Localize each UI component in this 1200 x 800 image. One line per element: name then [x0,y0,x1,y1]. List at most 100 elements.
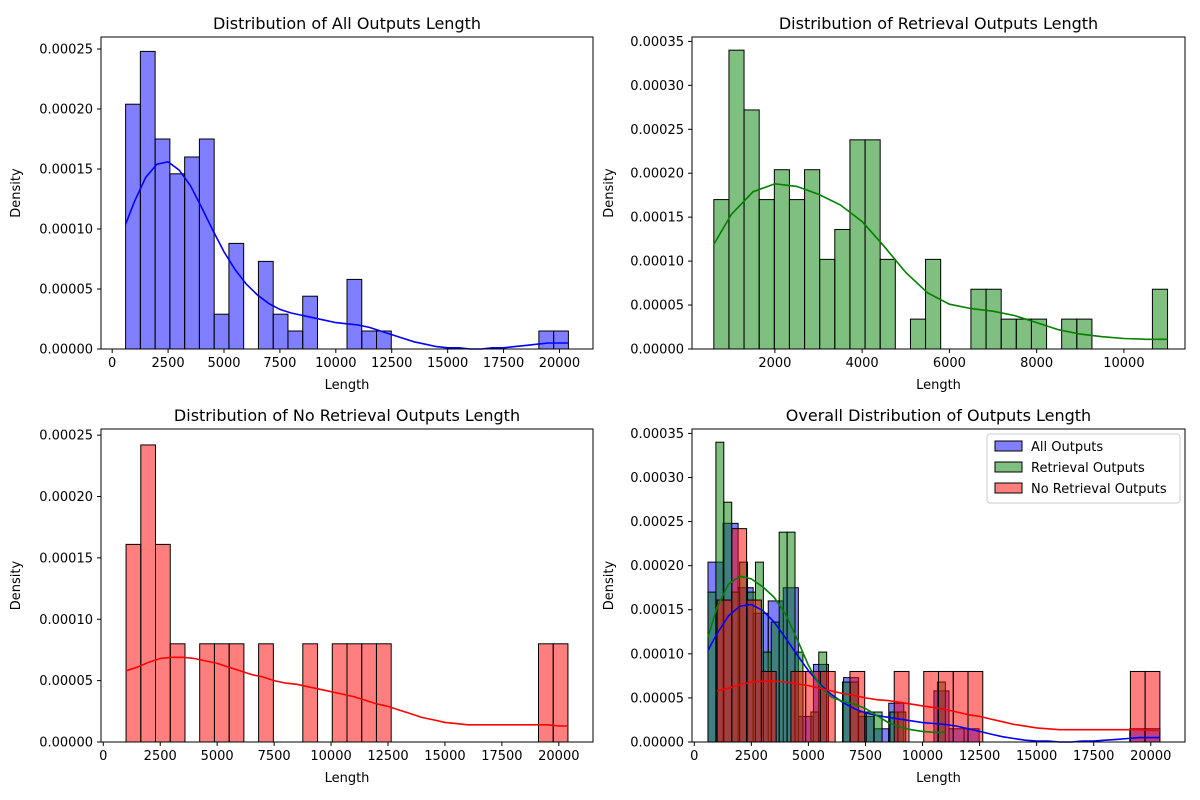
histogram-bar [125,103,141,350]
chart-panel-3: 0 2500 5000 7500 10000 12500 15000 17500 20000 0.… [9,406,594,786]
y-tick-label: 0.00010 [630,647,684,662]
y-tick-label: 0.00010 [39,613,93,628]
histogram-bar [819,670,836,743]
series-bars-2-1 [713,49,1169,350]
histogram-bar [938,670,954,743]
y-axis-label: Density [9,560,24,610]
x-tick-label: 15000 [1016,749,1057,764]
x-tick-label: 15000 [427,356,468,371]
legend-swatch [994,440,1023,452]
histogram-bar [228,242,245,350]
histogram-bar [819,258,836,350]
y-tick-label: 0.00010 [630,255,684,270]
y-tick-label: 0.00000 [630,736,684,751]
x-tick-label: 12500 [371,356,412,371]
histogram-bar [909,318,927,350]
x-tick-label: 20000 [539,356,580,371]
x-tick-label: 5000 [207,356,240,371]
x-axis-label: Length [325,378,370,393]
y-tick-label: 0.00030 [630,471,684,486]
y-axis-label: Density [602,560,617,610]
histogram-bar [272,313,289,350]
x-tick-label: 17500 [483,356,524,371]
histogram-bar [1000,318,1017,350]
chart-panel-2: 2000 4000 6000 8000 10000 0.00000 0.00005 0.000… [602,14,1186,393]
y-tick-label: 0.00000 [39,736,93,751]
histogram-bar [537,643,554,743]
x-tick-label: 2500 [144,749,177,764]
legend-box [986,433,1181,504]
chart-title: Distribution of No Retrieval Outputs Len… [174,406,520,425]
histogram-bar [1129,670,1146,743]
x-tick-label: 2500 [152,356,185,371]
histogram-bar [228,643,245,743]
histogram-bar [893,670,910,743]
x-axis-label: Length [916,771,961,786]
x-tick-label: 5000 [201,749,234,764]
histogram-bar [773,169,790,350]
histogram-bar [154,138,171,350]
histogram-bar [834,228,851,350]
x-tick-label: 15000 [424,749,465,764]
legend-label: No Retrieval Outputs [1031,482,1167,497]
x-tick-label: 10000 [310,749,351,764]
x-tick-label: 10000 [1103,356,1144,371]
histogram-bar [760,670,777,743]
kde-line [707,603,1160,743]
chart-title: Overall Distribution of Outputs Length [786,406,1091,425]
x-tick-label: 0 [690,749,698,764]
x-tick-label: 20000 [538,749,579,764]
plot-frame [100,36,594,350]
y-tick-label: 0.00035 [630,427,684,442]
histogram-bar [879,258,896,350]
histogram-bar [804,169,821,350]
series-bars-1-1 [125,50,569,350]
plot-frame [691,36,1186,350]
x-tick-label: 17500 [481,749,522,764]
histogram-bar [864,139,881,350]
histogram-bar [139,50,156,350]
histogram-bar [746,599,762,743]
histogram-bar [841,681,851,743]
x-tick-label: 20000 [1130,749,1171,764]
legend-label: All Outputs [1031,440,1103,455]
y-tick-label: 0.00015 [630,211,684,226]
y-tick-label: 0.00025 [630,123,684,138]
y-axis-label: Density [602,168,617,218]
histogram-bar [361,643,377,743]
chart-title: Distribution of Retrieval Outputs Length [779,14,1098,33]
y-tick-label: 0.00005 [39,283,93,298]
histogram-bar [743,109,760,350]
histogram-bar [199,643,215,743]
histogram-bar [155,543,171,743]
x-tick-label: 5000 [792,749,825,764]
x-tick-label: 6000 [933,356,966,371]
histogram-bar [865,711,875,743]
x-tick-label: 4000 [846,356,879,371]
y-tick-label: 0.00020 [39,103,93,118]
x-tick-label: 17500 [1073,749,1114,764]
y-tick-label: 0.00005 [630,691,684,706]
histogram-bar [788,199,806,350]
chart-panel-1: 0 2500 5000 7500 10000 12500 15000 17500 20000 0.… [9,14,594,393]
chart-panel-4: 0 2500 5000 7500 10000 12500 15000 17500 20000 0.… [602,406,1186,786]
x-tick-label: 0 [99,749,107,764]
histogram-bar [790,670,807,743]
y-tick-label: 0.00035 [630,35,684,50]
histogram-bar [125,543,142,743]
histogram-bar [731,528,748,743]
plot-frame [691,428,1186,743]
y-tick-label: 0.00015 [630,603,684,618]
histogram-bar [728,49,745,350]
kde-line [125,656,568,727]
y-tick-label: 0.00000 [630,343,684,358]
y-tick-label: 0.00015 [39,551,93,566]
y-tick-label: 0.00020 [630,167,684,182]
series-bars-3-1 [125,444,569,743]
y-axis-label: Density [9,168,24,218]
chart-title: Distribution of All Outputs Length [213,14,481,33]
histogram-bar [1061,318,1078,350]
y-tick-label: 0.00010 [39,223,93,238]
x-tick-label: 8000 [1020,356,1053,371]
histogram-bar [302,295,318,350]
